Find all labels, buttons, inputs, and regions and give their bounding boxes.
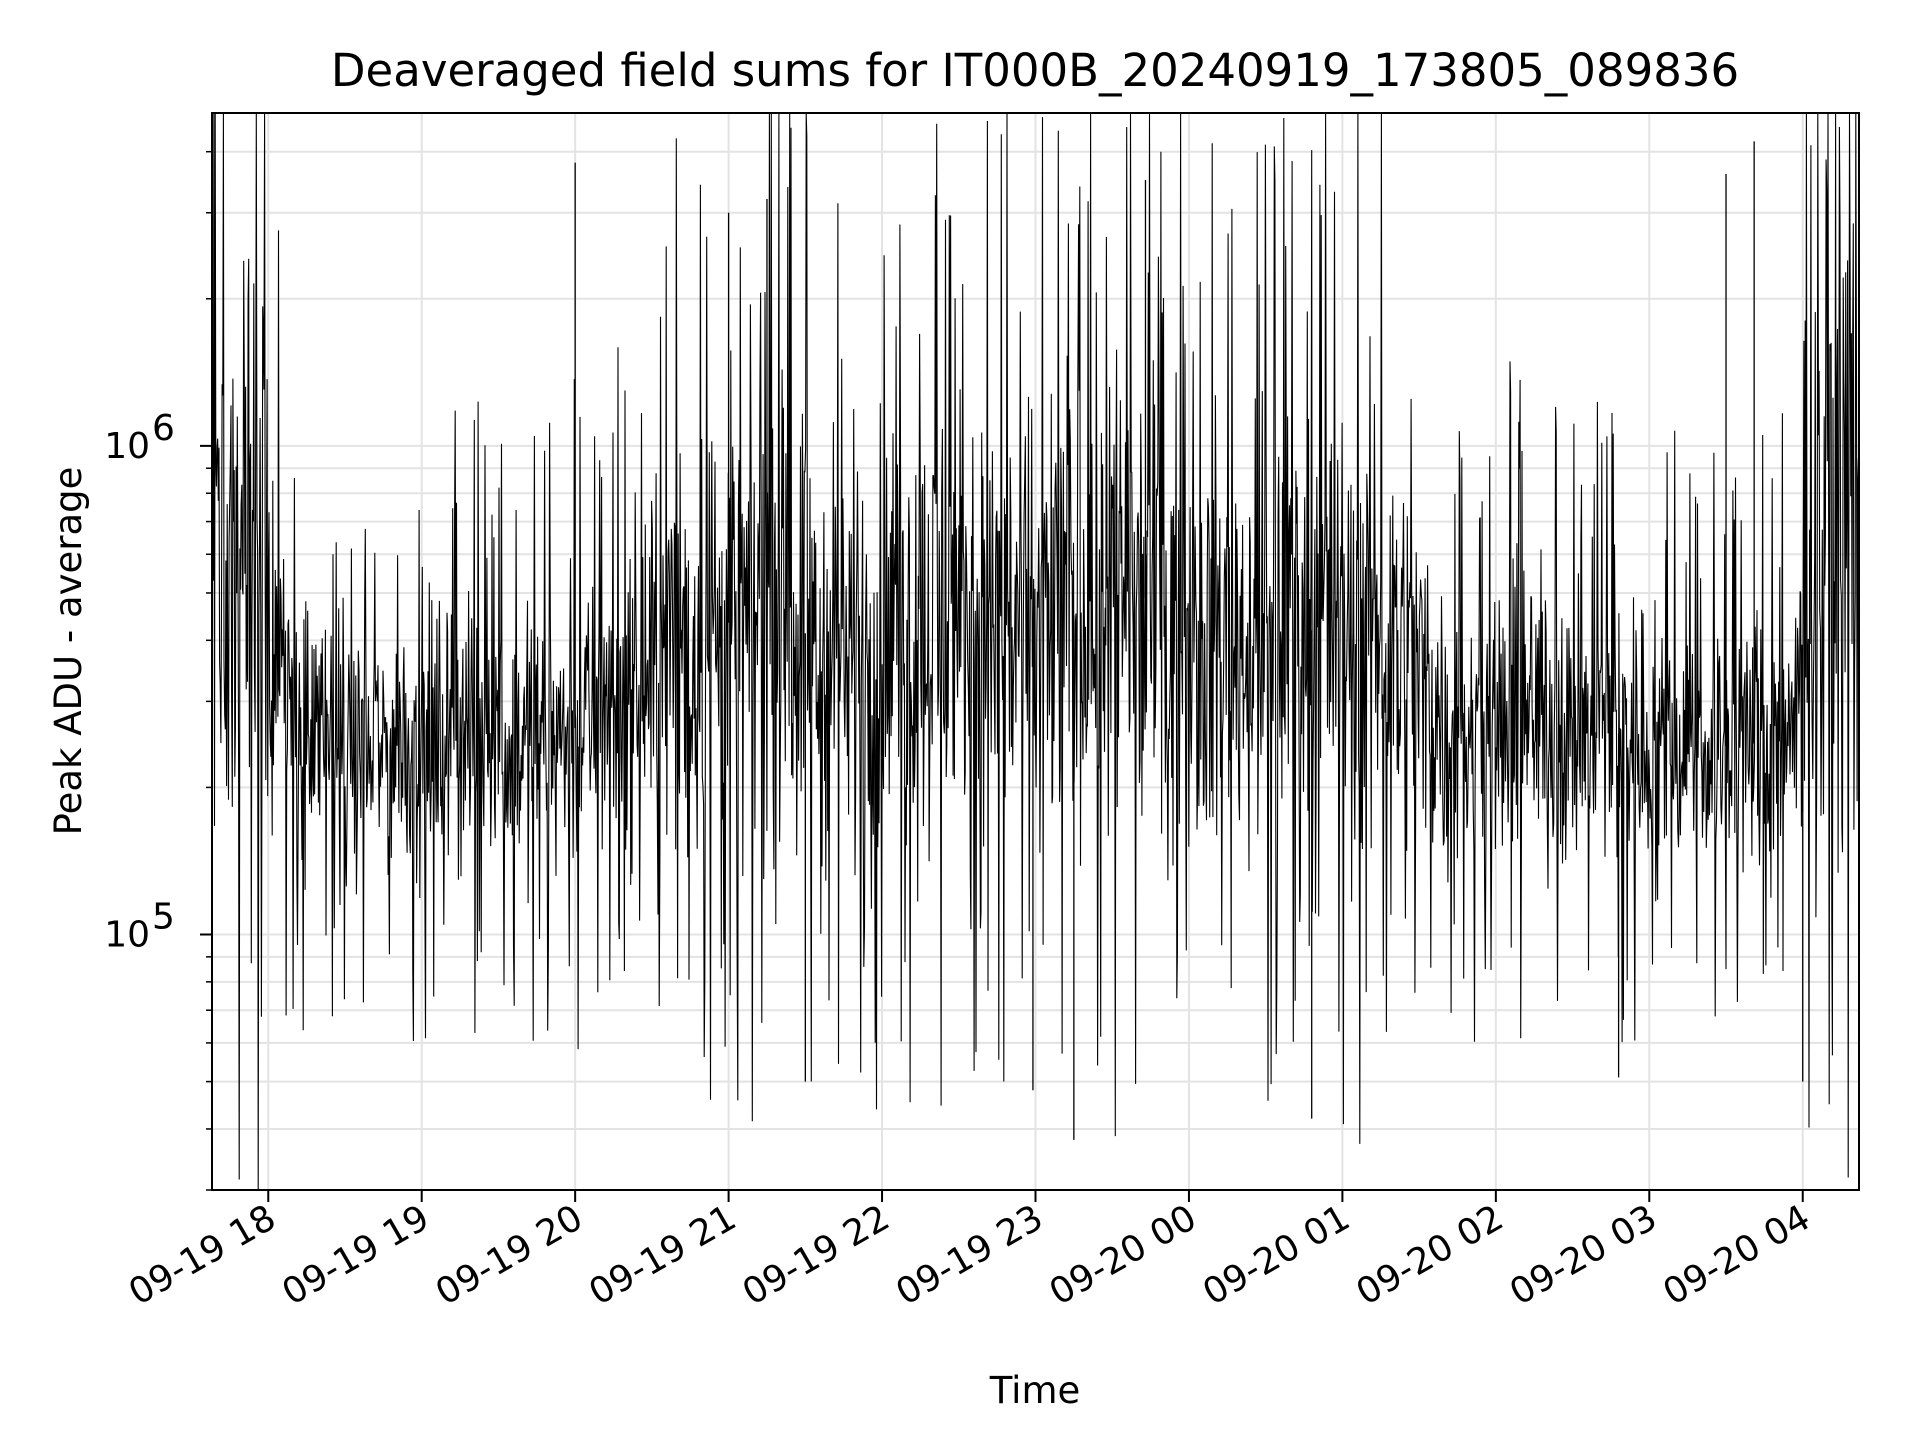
chart-title: Deaveraged field sums for IT000B_2024091… — [331, 44, 1739, 97]
y-tick-exponent: 6 — [152, 408, 175, 449]
y-tick-exponent: 5 — [152, 897, 175, 938]
series-trace — [211, 112, 1860, 1191]
y-tick-label: 10 — [104, 915, 150, 956]
x-axis-label: Time — [989, 1369, 1081, 1412]
y-axis-label: Peak ADU - average — [47, 467, 90, 836]
y-tick-label: 10 — [104, 426, 150, 467]
series-line — [211, 112, 1860, 1191]
